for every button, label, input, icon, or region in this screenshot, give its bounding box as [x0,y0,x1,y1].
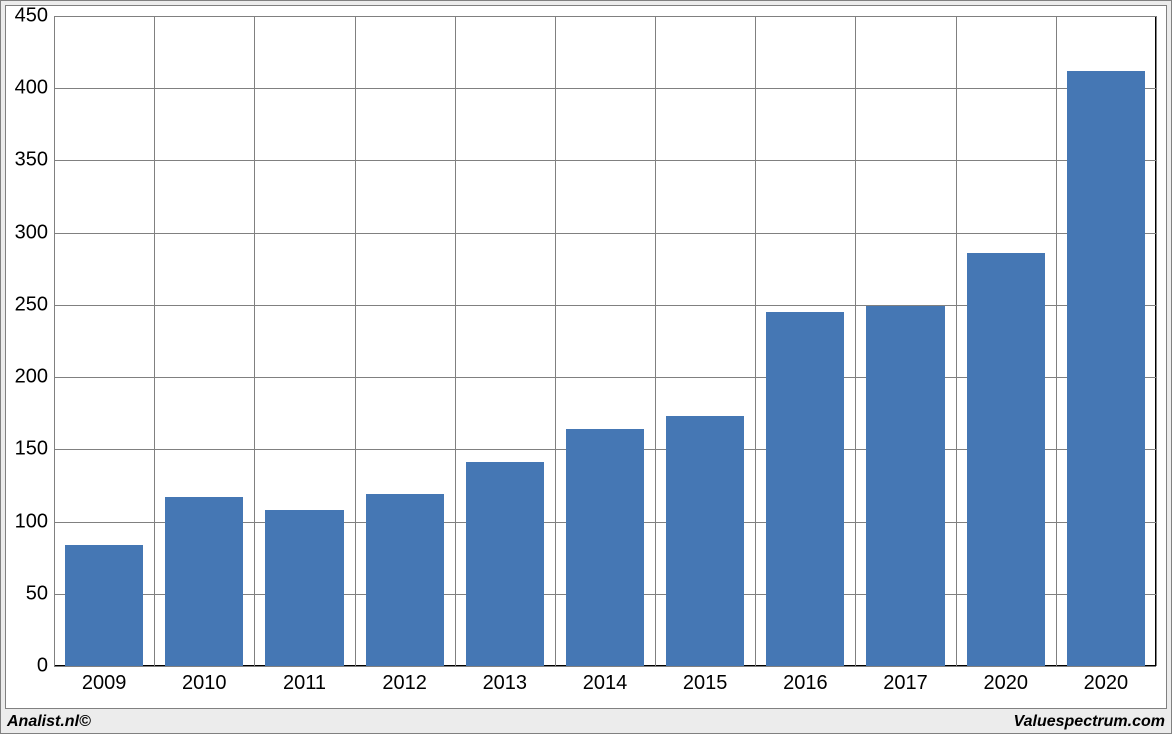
y-tick-label: 400 [15,77,54,100]
y-tick-label: 100 [15,510,54,533]
y-tick-label: 0 [37,655,54,678]
chart-panel: 0 50 100 150 200 250 300 350 400 450 2009 2010 2011 2… [5,5,1167,709]
gridline-horizontal [54,88,1156,89]
gridline-horizontal [54,160,1156,161]
bar [666,416,744,666]
bar [766,312,844,666]
y-tick-label: 350 [15,149,54,172]
gridline-vertical [956,16,957,666]
x-tick-label: 2014 [583,666,628,695]
bar [566,429,644,666]
x-tick-label: 2010 [182,666,227,695]
y-tick-label: 450 [15,5,54,28]
footer-left-credit: Analist.nl© [7,713,91,731]
x-tick-label: 2015 [683,666,728,695]
y-tick-label: 50 [26,582,54,605]
gridline-vertical [855,16,856,666]
bar [366,494,444,666]
gridline-vertical [755,16,756,666]
bar [265,510,343,666]
x-tick-label: 2016 [783,666,828,695]
y-tick-label: 250 [15,293,54,316]
chart-outer-frame: 0 50 100 150 200 250 300 350 400 450 2009 2010 2011 2… [0,0,1172,734]
footer-right-credit: Valuespectrum.com [1014,713,1165,731]
x-tick-label: 2020 [1084,666,1129,695]
bar [1067,71,1145,666]
gridline-horizontal [54,16,1156,17]
y-tick-label: 200 [15,366,54,389]
bar [967,253,1045,666]
x-tick-label: 2011 [283,666,326,695]
gridline-vertical [254,16,255,666]
gridline-vertical [555,16,556,666]
y-tick-label: 300 [15,221,54,244]
x-tick-label: 2012 [382,666,427,695]
gridline-vertical [1056,16,1057,666]
gridline-vertical [154,16,155,666]
gridline-horizontal [54,233,1156,234]
x-tick-label: 2013 [483,666,528,695]
x-tick-label: 2017 [883,666,928,695]
gridline-vertical [455,16,456,666]
plot-area: 0501001502002503003504004502009201020112… [54,16,1156,666]
bar [165,497,243,666]
gridline-vertical [54,16,55,666]
bar [866,306,944,666]
y-tick-label: 150 [15,438,54,461]
bar [65,545,143,666]
x-tick-label: 2009 [82,666,127,695]
gridline-vertical [1156,16,1157,666]
gridline-vertical [655,16,656,666]
x-tick-label: 2020 [983,666,1028,695]
gridline-vertical [355,16,356,666]
bar [466,462,544,666]
